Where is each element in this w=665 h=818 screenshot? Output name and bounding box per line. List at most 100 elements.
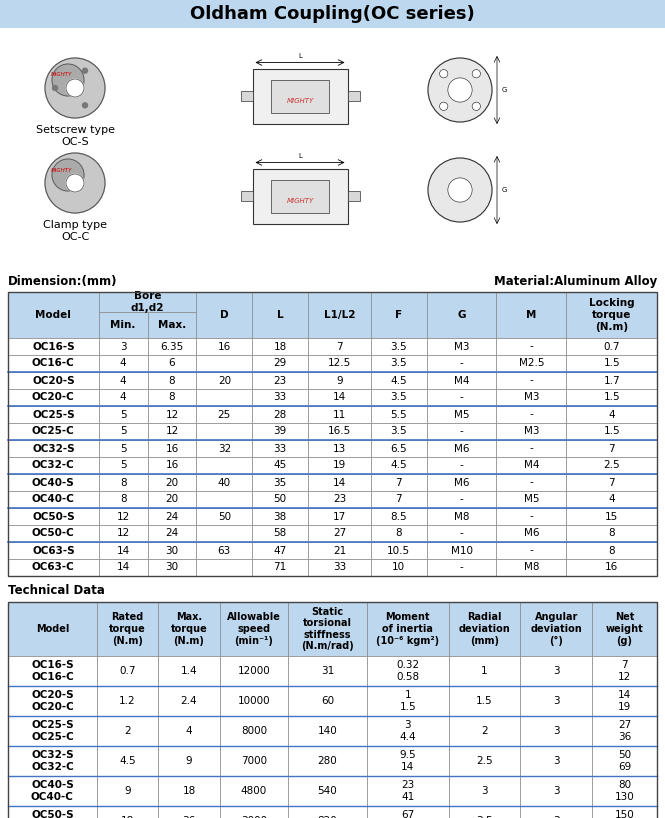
Text: Moment
of inertia
(10⁻⁶ kgm²): Moment of inertia (10⁻⁶ kgm²) (376, 613, 439, 645)
Bar (366, 716, 449, 746)
Bar (8, 457, 98, 474)
Text: 7
12: 7 12 (618, 660, 631, 681)
Text: 5: 5 (120, 461, 126, 470)
Text: F: F (395, 310, 402, 320)
Bar (288, 602, 366, 656)
Bar (521, 746, 592, 776)
Text: 16: 16 (605, 563, 618, 573)
Circle shape (52, 64, 84, 96)
Bar (449, 716, 521, 746)
Text: 10: 10 (392, 563, 406, 573)
Bar (97, 656, 158, 686)
Bar (567, 508, 657, 525)
Bar (196, 406, 252, 423)
Text: M4: M4 (523, 461, 539, 470)
Bar (196, 559, 252, 576)
Text: G: G (502, 87, 507, 93)
Bar (449, 776, 521, 806)
Text: 19: 19 (333, 461, 346, 470)
Text: 20: 20 (217, 375, 231, 385)
Text: 8: 8 (120, 495, 126, 505)
Text: 14: 14 (333, 393, 346, 402)
Text: Locking
torque
(N.m): Locking torque (N.m) (589, 299, 634, 331)
Circle shape (472, 102, 480, 110)
Bar (567, 542, 657, 559)
Text: 29: 29 (273, 358, 287, 368)
Text: -: - (529, 410, 533, 420)
Bar (253, 69, 348, 124)
Bar (196, 491, 252, 508)
Bar (8, 292, 657, 576)
Text: M3: M3 (523, 426, 539, 437)
Text: -: - (529, 375, 533, 385)
Bar (158, 686, 219, 716)
Bar (148, 338, 196, 355)
Text: 23: 23 (273, 375, 287, 385)
Text: 7: 7 (396, 478, 402, 488)
Text: 3.5: 3.5 (390, 426, 407, 437)
Text: OC63-C: OC63-C (32, 563, 74, 573)
Text: 27
36: 27 36 (618, 720, 631, 742)
Bar (158, 746, 219, 776)
Bar (497, 508, 567, 525)
Text: 60: 60 (321, 696, 334, 706)
Text: 820: 820 (317, 816, 337, 818)
Text: 8: 8 (169, 393, 176, 402)
Bar (371, 372, 427, 389)
Text: 8: 8 (608, 546, 615, 555)
Text: M8: M8 (454, 511, 469, 522)
Text: 2.5: 2.5 (476, 756, 493, 766)
Bar (0, 0, 665, 28)
Bar (371, 423, 427, 440)
Bar (308, 457, 371, 474)
Text: 7: 7 (608, 478, 615, 488)
Bar (252, 423, 308, 440)
Bar (371, 338, 427, 355)
Text: OC20-S: OC20-S (32, 375, 74, 385)
Text: M5: M5 (523, 495, 539, 505)
Text: 80
130: 80 130 (614, 780, 634, 802)
Text: 15: 15 (605, 511, 618, 522)
Bar (567, 292, 657, 338)
Text: 33: 33 (273, 443, 287, 453)
Text: M6: M6 (454, 478, 469, 488)
Text: -: - (460, 358, 464, 368)
Bar (252, 372, 308, 389)
Text: OC40-S: OC40-S (32, 478, 74, 488)
Text: 4: 4 (608, 410, 615, 420)
Bar (252, 338, 308, 355)
Bar (252, 508, 308, 525)
Text: 25: 25 (217, 410, 231, 420)
Text: 36: 36 (182, 816, 196, 818)
Bar (8, 491, 98, 508)
Bar (158, 602, 219, 656)
Text: 3: 3 (481, 786, 488, 796)
Text: 5.5: 5.5 (390, 410, 407, 420)
Bar (252, 491, 308, 508)
Text: OC20-C: OC20-C (32, 393, 74, 402)
Text: Dimension:(mm): Dimension:(mm) (8, 275, 118, 288)
Bar (97, 716, 158, 746)
Text: 38: 38 (273, 511, 287, 522)
Text: 8: 8 (608, 528, 615, 538)
Bar (148, 474, 196, 491)
Text: 8: 8 (396, 528, 402, 538)
Bar (308, 423, 371, 440)
Text: 3: 3 (553, 726, 559, 736)
Bar (592, 716, 657, 746)
Bar (567, 457, 657, 474)
Text: 1.7: 1.7 (603, 375, 620, 385)
Text: OC40-C: OC40-C (32, 495, 74, 505)
Bar (241, 191, 253, 201)
Bar (348, 91, 360, 101)
Bar (271, 179, 329, 213)
Bar (427, 525, 497, 542)
Text: 10.5: 10.5 (387, 546, 410, 555)
Bar (97, 602, 158, 656)
Bar (592, 746, 657, 776)
Bar (366, 656, 449, 686)
Bar (252, 457, 308, 474)
Text: OC32-C: OC32-C (32, 461, 74, 470)
Text: 58: 58 (273, 528, 287, 538)
Bar (98, 491, 148, 508)
